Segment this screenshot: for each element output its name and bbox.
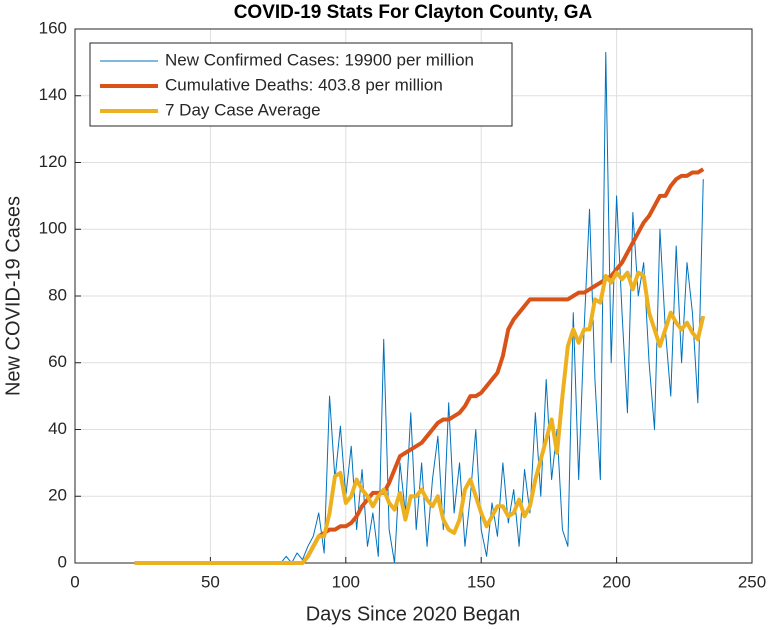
y-axis-label: New COVID-19 Cases <box>2 196 24 396</box>
y-tick-label: 20 <box>48 486 67 505</box>
y-tick-label: 120 <box>39 152 67 171</box>
y-tick-label: 100 <box>39 219 67 238</box>
y-tick-label: 0 <box>58 552 67 571</box>
data-line <box>134 270 706 565</box>
plot-frame <box>74 28 753 564</box>
x-tick-label: 200 <box>602 572 630 591</box>
y-tick-label: 60 <box>48 352 67 371</box>
legend-label: New Confirmed Cases: 19900 per million <box>165 50 474 69</box>
x-tick-label: 250 <box>738 572 766 591</box>
legend-box <box>89 42 513 127</box>
x-tick-label: 50 <box>201 572 220 591</box>
y-tick-label: 140 <box>39 85 67 104</box>
x-tick-label: 0 <box>70 572 79 591</box>
x-tick-label: 150 <box>467 572 495 591</box>
chart-title: COVID-19 Stats For Clayton County, GA <box>234 2 593 23</box>
x-axis-label: Days Since 2020 Began <box>306 603 521 625</box>
legend-label: Cumulative Deaths: 403.8 per million <box>165 75 443 94</box>
legend-label: 7 Day Case Average <box>165 100 321 119</box>
y-tick-label: 40 <box>48 419 67 438</box>
y-tick-label: 160 <box>39 18 67 37</box>
y-tick-label: 80 <box>48 285 67 304</box>
x-tick-label: 100 <box>332 572 360 591</box>
